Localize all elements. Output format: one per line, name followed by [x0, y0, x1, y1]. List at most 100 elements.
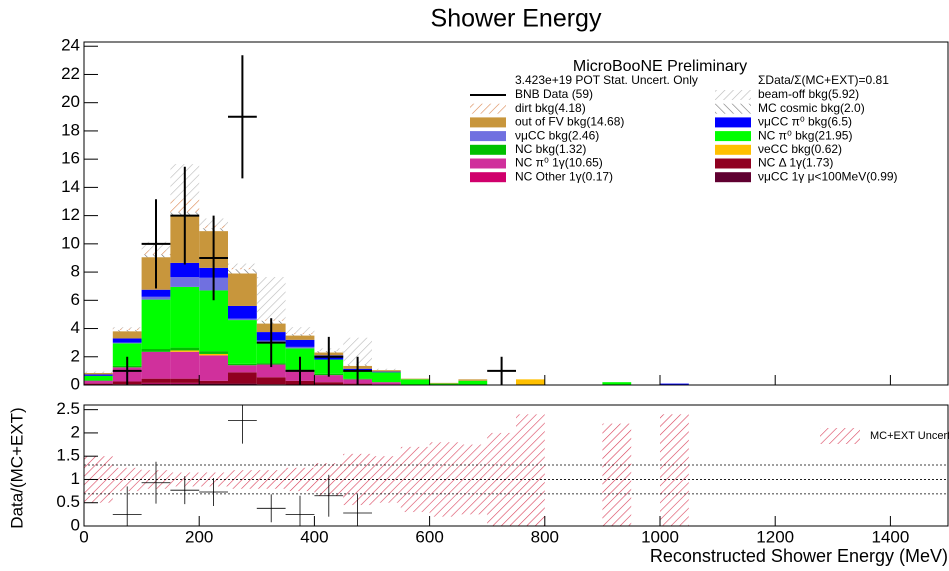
y-tick-label: 2.5	[56, 399, 80, 418]
bar-segment	[400, 379, 430, 385]
y-tick-label: 24	[61, 36, 80, 55]
bar-segment	[602, 382, 632, 385]
bar-segment	[228, 320, 257, 364]
bar-segment	[199, 355, 228, 381]
legend-label: νeCC bkg(0.62)	[758, 142, 842, 156]
legend-label: dirt bkg(4.18)	[515, 101, 586, 115]
bar-segment	[458, 379, 488, 381]
bar-segment	[112, 331, 142, 339]
bar-segment	[112, 338, 142, 343]
bar-segment	[84, 371, 113, 374]
bar-segment	[199, 353, 228, 356]
legend-swatch	[715, 103, 751, 114]
bar-segment	[314, 382, 344, 385]
y-tick-label: 0	[71, 515, 80, 534]
bar-segment	[228, 305, 257, 319]
legend-swatch	[470, 158, 506, 169]
x-tick-label: 1200	[756, 527, 794, 546]
bar-segment	[372, 371, 401, 373]
x-tick-label: 200	[185, 527, 213, 546]
bar-segment	[84, 383, 113, 385]
bar-segment	[372, 372, 401, 383]
annotation: 3.423e+19 POT Stat. Uncert. Only	[515, 73, 698, 87]
bar-segment	[170, 347, 200, 351]
legend-swatch	[715, 172, 751, 183]
uncertainty-band	[228, 470, 257, 489]
plot-area	[84, 55, 689, 385]
bar-segment	[372, 370, 401, 372]
bar-segment	[141, 349, 171, 352]
y-tick-label: 8	[71, 262, 80, 281]
bar-segment	[285, 332, 315, 335]
bar-segment	[84, 380, 113, 381]
bar-segment	[170, 378, 200, 383]
y-tick-label: 0.5	[56, 492, 80, 511]
bar-segment	[314, 375, 344, 383]
bar-segment	[170, 277, 200, 287]
x-tick-label: 600	[415, 527, 443, 546]
y-tick-label: 6	[71, 290, 80, 309]
bar-segment	[256, 277, 286, 320]
legend-swatch	[470, 172, 506, 183]
bar-segment	[228, 269, 257, 274]
bar-segment	[199, 290, 228, 352]
y-tick-label: 1	[71, 469, 80, 488]
y-tick-label: 22	[61, 64, 80, 83]
bar-segment	[372, 368, 401, 371]
y-axis-label: Data/(MC+EXT)	[7, 407, 26, 528]
y-tick-label: 12	[61, 205, 80, 224]
bar-segment	[141, 296, 171, 300]
y-tick-label: 18	[61, 120, 80, 139]
legend-label: beam-off bkg(5.92)	[758, 87, 859, 101]
x-tick-label: 400	[300, 527, 328, 546]
bar-segment	[112, 329, 142, 332]
legend-swatch	[715, 90, 751, 100]
bar-segment	[285, 335, 315, 340]
frame	[83, 41, 949, 386]
x-tick-label: 1000	[641, 527, 679, 546]
bar-segment	[429, 382, 459, 384]
frame	[83, 404, 949, 527]
legend-label: NC Other 1γ(0.17)	[515, 169, 613, 183]
legend-swatch	[820, 428, 860, 444]
legend-label: νμCC 1γ μ<100MeV(0.99)	[758, 169, 898, 183]
uncertainty-band	[516, 414, 545, 526]
legend-label: NC π⁰ bkg(21.95)	[758, 128, 852, 142]
bar-segment	[141, 378, 171, 383]
bar-segment	[84, 380, 113, 384]
bar-segment	[112, 328, 142, 330]
legend-swatch	[470, 117, 506, 128]
x-tick-label: 0	[79, 527, 88, 546]
x-tick-label: 800	[531, 527, 559, 546]
x-tick-label: 1400	[871, 527, 909, 546]
bar-segment	[458, 380, 488, 385]
legend-label: MC cosmic bkg(2.0)	[758, 101, 865, 115]
y-tick-label: 16	[61, 149, 80, 168]
y-tick-label: 14	[61, 177, 80, 196]
y-tick-label: 10	[61, 233, 80, 252]
bar-segment	[141, 382, 171, 384]
y-tick-label: 20	[61, 92, 80, 111]
bar-segment	[228, 372, 257, 384]
legend-swatch	[715, 158, 751, 169]
legend-swatch	[470, 144, 506, 155]
legend-label: νμCC bkg(2.46)	[515, 128, 599, 142]
bar-segment	[228, 318, 257, 321]
bar-segment	[228, 363, 257, 366]
bar-segment	[400, 378, 430, 380]
bar-segment	[372, 382, 401, 385]
bar-segment	[516, 379, 545, 385]
y-tick-label: 2	[71, 346, 80, 365]
bar-segment	[112, 327, 142, 329]
bar-segment	[170, 286, 200, 348]
uncertainty-band	[602, 423, 632, 526]
legend-label: NC Δ 1γ(1.73)	[758, 156, 833, 170]
bar-segment	[199, 351, 228, 354]
bar-segment	[141, 351, 171, 379]
bar-segment	[660, 383, 689, 385]
x-axis-label: Reconstructed Shower Energy (MeV)	[650, 546, 948, 566]
bar-segment	[112, 342, 142, 344]
bar-segment	[256, 364, 286, 378]
bar-segment	[170, 350, 200, 352]
